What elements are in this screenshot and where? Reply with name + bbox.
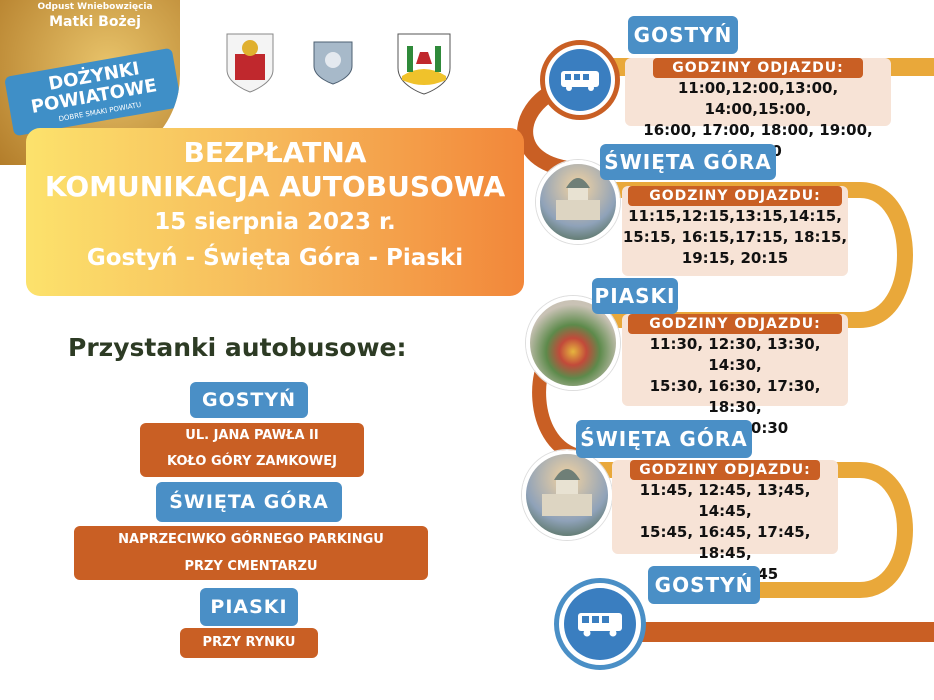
- stops-heading: Przystanki autobusowe:: [68, 333, 407, 362]
- stop-address-swieta-gora-line2: PRZY CMENTARZU: [184, 559, 318, 574]
- banner-title-line1: BEZPŁATNA: [183, 136, 367, 169]
- bus-icon-end: [554, 578, 646, 670]
- stop-address-swieta-gora: NAPRZECIWKO GÓRNEGO PARKINGU PRZY CMENTA…: [74, 526, 428, 580]
- station-swieta-gora-times: GODZINY ODJAZDU: 11:15,12:15,13:15,14:15…: [622, 186, 848, 276]
- banner-route: Gostyń - Święta Góra - Piaski: [86, 245, 464, 271]
- station-gostyn-label: GOSTYŃ: [628, 16, 738, 54]
- station-swieta-gora-2-times-header: GODZINY ODJAZDU:: [630, 460, 820, 480]
- title-banner: BEZPŁATNA KOMUNIKACJA AUTOBUSOWA 15 sier…: [26, 128, 524, 296]
- station-swieta-gora-2-times-line1: 11:45, 12:45, 13;45, 14:45,: [639, 481, 811, 520]
- station-piaski-label: PIASKI: [592, 278, 678, 314]
- stop-address-gostyn-line1: UL. JANA PAWŁA II: [185, 428, 319, 443]
- station-swieta-gora-2-times: GODZINY ODJAZDU: 11:45, 12:45, 13;45, 14…: [612, 460, 838, 583]
- station-swieta-gora-times-header: GODZINY ODJAZDU:: [628, 186, 842, 206]
- stop-name-swieta-gora: ŚWIĘTA GÓRA: [156, 482, 342, 522]
- logo-line1: Odpust Wniebowzięcia: [37, 2, 153, 12]
- stop-name-piaski: PIASKI: [200, 588, 298, 626]
- station-swieta-gora-times-line2: 15:15, 16:15,17:15, 18:15,: [622, 228, 848, 246]
- station-piaski-times-header: GODZINY ODJAZDU:: [628, 314, 842, 334]
- station-piaski-times-line1: 11:30, 12:30, 13:30, 14:30,: [649, 335, 821, 374]
- logo-line2: Matki Bożej: [49, 14, 141, 30]
- station-piaski-times: GODZINY ODJAZDU: 11:30, 12:30, 13:30, 14…: [622, 314, 848, 437]
- station-swieta-gora-2-label: ŚWIĘTA GÓRA: [576, 420, 752, 458]
- county-crest-icon: [310, 38, 356, 88]
- station-gostyn-end-label: GOSTYŃ: [648, 566, 760, 604]
- banner-title-line2: KOMUNIKACJA AUTOBUSOWA: [44, 170, 506, 203]
- station-swieta-gora-2-times-line2: 15:45, 16:45, 17:45, 18:45,: [639, 523, 811, 562]
- stop-name-gostyn: GOSTYŃ: [190, 382, 308, 418]
- piaski-crest-icon: [396, 32, 452, 96]
- stop-address-gostyn: UL. JANA PAWŁA II KOŁO GÓRY ZAMKOWEJ: [140, 423, 364, 477]
- banner-date: 15 sierpnia 2023 r.: [154, 209, 396, 235]
- gostyn-crest-icon: [225, 32, 275, 94]
- swieta-gora-photo: [536, 160, 620, 244]
- station-gostyn-times: GODZINY ODJAZDU: 11:00,12:00,13:00, 14:0…: [625, 58, 891, 160]
- station-swieta-gora-times-line1: 11:15,12:15,13:15,14:15,: [628, 207, 842, 225]
- swieta-gora-photo-2: [522, 450, 612, 540]
- bus-icon-start: [540, 40, 620, 120]
- station-gostyn-times-line1: 11:00,12:00,13:00, 14:00,15:00,: [677, 79, 839, 118]
- station-piaski-times-line2: 15:30, 16:30, 17:30, 18:30,: [649, 377, 821, 416]
- stop-address-piaski: PRZY RYNKU: [180, 628, 318, 658]
- station-swieta-gora-times-line3: 19:15, 20:15: [681, 249, 789, 267]
- station-swieta-gora-label: ŚWIĘTA GÓRA: [600, 144, 776, 180]
- stop-address-swieta-gora-line1: NAPRZECIWKO GÓRNEGO PARKINGU: [118, 532, 384, 547]
- stop-address-gostyn-line2: KOŁO GÓRY ZAMKOWEJ: [167, 454, 337, 469]
- station-gostyn-times-header: GODZINY ODJAZDU:: [653, 58, 863, 78]
